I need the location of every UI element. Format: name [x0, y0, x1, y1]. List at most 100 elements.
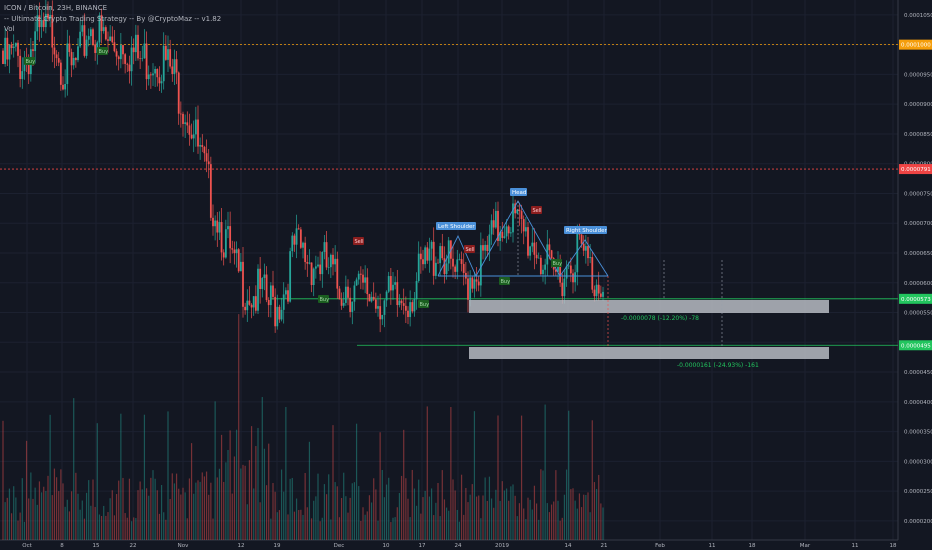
volume-bar: [598, 474, 600, 540]
sell-signal-box: [464, 245, 475, 253]
volume-bar: [43, 486, 45, 540]
volume-bar: [88, 480, 90, 540]
price-tick-label: 0.0000250: [904, 489, 932, 495]
candle-body: [602, 291, 604, 297]
pattern-label: Right Shoulder: [566, 228, 607, 234]
candle-body: [259, 268, 262, 289]
buy-signal-box: [551, 259, 562, 267]
time-tick-label: Feb: [655, 543, 665, 549]
candle-body: [445, 263, 448, 275]
volume-bar: [471, 484, 473, 540]
candle-body: [340, 299, 343, 306]
candle-body: [12, 46, 15, 49]
candle-body: [349, 297, 352, 312]
candle-body: [154, 69, 157, 74]
indicator-title: -- Ultimate Crypto Trading Strategy -- B…: [4, 15, 222, 23]
candle-body: [462, 263, 465, 273]
buy-signal-label: Buy: [320, 297, 330, 303]
candle-body: [582, 243, 585, 251]
candle-body: [197, 119, 199, 147]
candle-body: [134, 34, 137, 53]
volume-bar: [133, 517, 135, 540]
candle-body: [89, 29, 92, 37]
price-tick-label: 0.0000900: [904, 102, 932, 108]
candle-body: [488, 234, 491, 252]
volume-bar: [585, 495, 587, 540]
volume-bar: [120, 413, 122, 540]
volume-bar: [229, 430, 231, 540]
volume-bar: [276, 512, 278, 540]
candle-body: [117, 56, 120, 60]
volume-bar: [53, 468, 56, 540]
candle-body: [400, 300, 403, 304]
candle-body: [21, 71, 24, 79]
candle-body: [278, 306, 281, 320]
candle-body: [516, 209, 519, 214]
time-tick-label: 18: [890, 543, 897, 549]
volume-bar: [49, 414, 51, 540]
candle-body: [212, 217, 214, 227]
candle-body: [42, 19, 45, 28]
candle-body: [597, 284, 600, 294]
candle-body: [246, 300, 249, 311]
price-tick-label: 0.0000700: [904, 221, 932, 227]
candle-body: [199, 145, 202, 147]
candle-body: [398, 300, 401, 306]
candle-body: [98, 15, 101, 43]
volume-bar: [334, 482, 336, 540]
candle-body: [173, 59, 176, 74]
price-tick-label: 0.0000300: [904, 459, 932, 465]
volume-bar: [126, 517, 128, 540]
volume-bar: [570, 489, 572, 540]
candle-body: [272, 285, 274, 297]
candle-body: [539, 257, 542, 275]
volume-bar: [302, 514, 304, 540]
candle-body: [428, 248, 431, 261]
volume-bar: [246, 504, 248, 540]
volume-bar: [520, 415, 523, 540]
candle-body: [57, 58, 60, 63]
candle-body: [274, 296, 277, 327]
candle-body: [145, 43, 148, 80]
buy-signal-box: [318, 295, 329, 303]
candle-body: [471, 277, 474, 289]
candle-body: [113, 42, 116, 52]
candle-body: [441, 246, 444, 259]
candle-body: [269, 285, 272, 306]
candle-body: [544, 264, 547, 270]
volume-bar: [293, 511, 296, 540]
volume-bar: [210, 482, 212, 540]
candle-body: [164, 45, 167, 60]
price-line-tag: [899, 39, 932, 50]
candle-body: [289, 251, 292, 302]
candle-body: [379, 306, 382, 320]
volume-bar: [415, 505, 418, 540]
volume-bar: [336, 486, 338, 540]
volume-bar: [240, 468, 242, 540]
time-tick-label: Mar: [800, 543, 811, 549]
candle-body: [143, 43, 146, 59]
candle-body: [387, 276, 390, 292]
volume-bar: [328, 474, 330, 540]
candle-body: [557, 265, 559, 272]
volume-bar: [25, 440, 28, 540]
volume-bar: [358, 486, 360, 540]
candle-body: [6, 37, 9, 60]
volume-bar: [308, 441, 311, 540]
volume-bar: [375, 489, 377, 540]
volume-bar: [366, 511, 368, 540]
volume-bar: [280, 469, 283, 540]
candle-body: [36, 15, 39, 32]
volume-bar: [533, 485, 536, 540]
volume-bar: [317, 473, 319, 540]
volume-bar: [565, 469, 568, 540]
volume-bar: [578, 493, 581, 540]
candle-body: [357, 273, 360, 280]
volume-bar: [212, 518, 214, 540]
candle-body: [194, 119, 197, 135]
volume-bar: [100, 516, 103, 540]
volume-bar: [310, 518, 313, 540]
volume-bar: [394, 517, 396, 540]
pattern-label-box: [436, 222, 476, 230]
